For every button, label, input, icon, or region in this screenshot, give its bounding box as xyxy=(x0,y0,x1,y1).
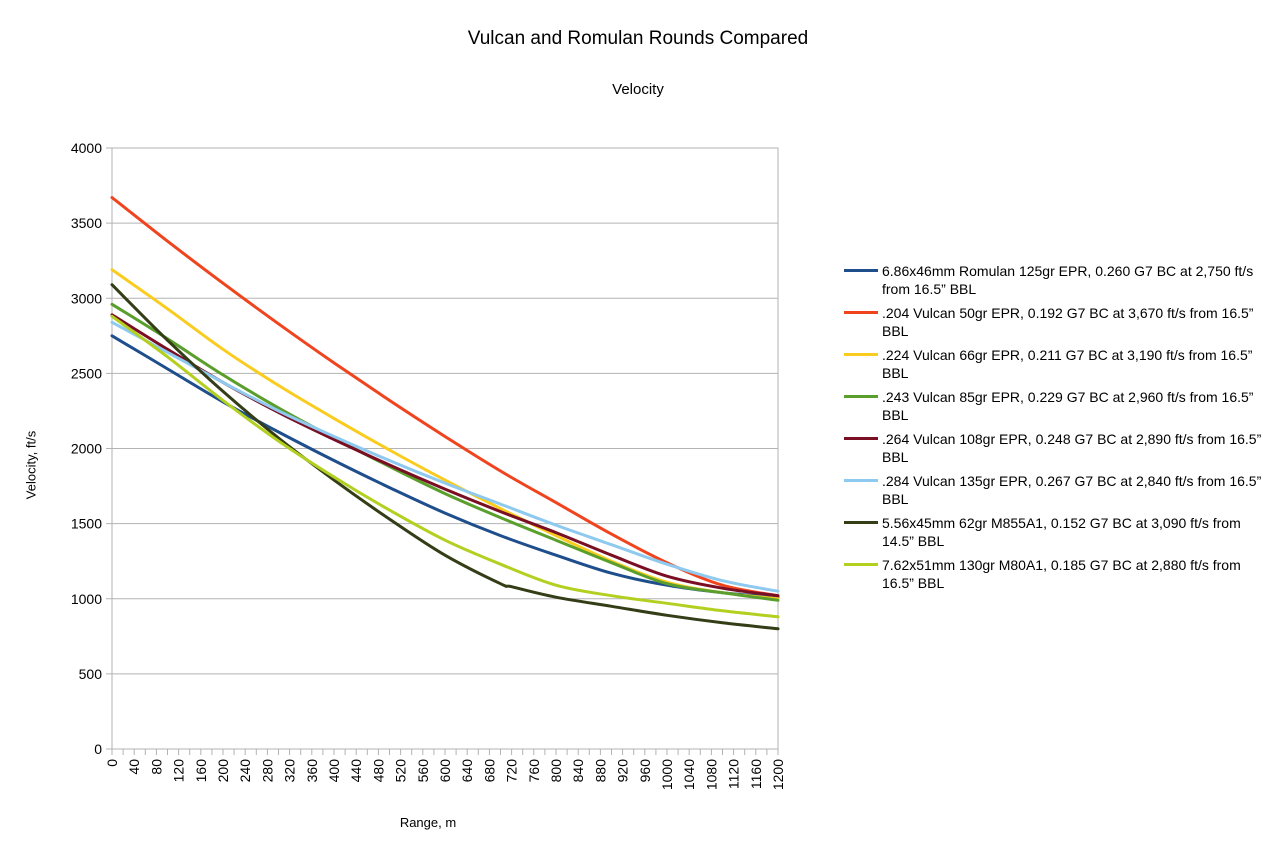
x-tick-label: 160 xyxy=(193,759,209,783)
series-line-3 xyxy=(110,302,780,602)
chart-subtitle: Velocity xyxy=(612,81,664,98)
legend-item: 6.86x46mm Romulan 125gr EPR, 0.260 G7 BC… xyxy=(844,262,1272,304)
x-tick-label: 1080 xyxy=(703,759,719,790)
x-tick-label: 1000 xyxy=(659,759,675,790)
legend-item: 5.56x45mm 62gr M855A1, 0.152 G7 BC at 3,… xyxy=(844,514,1272,556)
legend-label: .243 Vulcan 85gr EPR, 0.229 G7 BC at 2,9… xyxy=(882,389,1254,423)
legend-swatch xyxy=(844,479,878,482)
legend-item: 7.62x51mm 130gr M80A1, 0.185 G7 BC at 2,… xyxy=(844,556,1272,598)
x-tick-label: 520 xyxy=(393,759,409,783)
x-tick-label: 720 xyxy=(504,759,520,783)
x-tick-label: 120 xyxy=(171,759,187,783)
x-axis-label: Range, m xyxy=(399,815,457,830)
x-tick-label: 80 xyxy=(148,759,164,775)
x-tick-label: 200 xyxy=(215,759,231,783)
legend-swatch xyxy=(844,395,878,398)
x-tick-label: 560 xyxy=(415,759,431,783)
legend-item: .224 Vulcan 66gr EPR, 0.211 G7 BC at 3,1… xyxy=(844,346,1272,388)
series-line-2 xyxy=(110,268,780,601)
y-tick-label: 1000 xyxy=(71,591,102,607)
legend-label: .264 Vulcan 108gr EPR, 0.248 G7 BC at 2,… xyxy=(882,431,1262,465)
legend-swatch xyxy=(844,521,878,524)
y-tick-label: 0 xyxy=(94,741,102,757)
series-line-5 xyxy=(110,320,780,593)
series-line-1 xyxy=(110,196,780,598)
series-line-7 xyxy=(110,314,780,619)
x-tick-label: 280 xyxy=(259,759,275,783)
legend-label: 5.56x45mm 62gr M855A1, 0.152 G7 BC at 3,… xyxy=(882,515,1241,549)
x-tick-label: 640 xyxy=(459,759,475,783)
x-tick-label: 960 xyxy=(637,759,653,783)
legend-swatch xyxy=(844,269,878,272)
y-tick-label: 1500 xyxy=(71,516,102,532)
chart-title: Vulcan and Romulan Rounds Compared xyxy=(467,28,809,49)
legend-label: 6.86x46mm Romulan 125gr EPR, 0.260 G7 BC… xyxy=(882,263,1254,297)
x-tick-label: 680 xyxy=(481,759,497,783)
x-tick-label: 400 xyxy=(326,759,342,783)
y-tick-label: 3000 xyxy=(71,290,102,306)
x-tick-label: 320 xyxy=(282,759,298,783)
legend-item: .264 Vulcan 108gr EPR, 0.248 G7 BC at 2,… xyxy=(844,430,1272,472)
x-tick-label: 600 xyxy=(437,759,453,783)
x-tick-label: 1120 xyxy=(726,759,742,789)
x-tick-label: 440 xyxy=(348,759,364,783)
legend-label: .204 Vulcan 50gr EPR, 0.192 G7 BC at 3,6… xyxy=(882,305,1254,339)
x-tick-label: 800 xyxy=(548,759,564,783)
x-tick-label: 0 xyxy=(104,759,120,767)
x-tick-label: 360 xyxy=(304,759,320,783)
legend: 6.86x46mm Romulan 125gr EPR, 0.260 G7 BC… xyxy=(844,262,1272,598)
legend-swatch xyxy=(844,563,878,566)
legend-label: 7.62x51mm 130gr M80A1, 0.185 G7 BC at 2,… xyxy=(882,557,1241,591)
x-tick-label: 760 xyxy=(526,759,542,783)
series-line-6 xyxy=(110,283,780,631)
legend-swatch xyxy=(844,311,878,314)
y-tick-label: 3500 xyxy=(71,215,102,231)
x-tick-label: 1160 xyxy=(748,759,764,789)
legend-item: .204 Vulcan 50gr EPR, 0.192 G7 BC at 3,6… xyxy=(844,304,1272,346)
legend-label: .224 Vulcan 66gr EPR, 0.211 G7 BC at 3,1… xyxy=(882,347,1253,381)
x-tick-label: 1040 xyxy=(681,759,697,790)
x-tick-label: 840 xyxy=(570,759,586,783)
x-tick-label: 880 xyxy=(592,759,608,783)
y-tick-label: 2000 xyxy=(71,441,102,457)
legend-item: .243 Vulcan 85gr EPR, 0.229 G7 BC at 2,9… xyxy=(844,388,1272,430)
legend-swatch xyxy=(844,353,878,356)
legend-swatch xyxy=(844,437,878,440)
legend-item: .284 Vulcan 135gr EPR, 0.267 G7 BC at 2,… xyxy=(844,472,1272,514)
x-tick-label: 240 xyxy=(237,759,253,783)
x-tick-label: 1200 xyxy=(770,759,786,790)
y-tick-label: 2500 xyxy=(71,365,102,381)
x-tick-label: 480 xyxy=(370,759,386,783)
x-tick-label: 920 xyxy=(615,759,631,783)
legend-label: .284 Vulcan 135gr EPR, 0.267 G7 BC at 2,… xyxy=(882,473,1262,507)
x-tick-label: 40 xyxy=(126,759,142,775)
y-tick-label: 4000 xyxy=(71,140,102,156)
y-tick-label: 500 xyxy=(79,666,103,682)
